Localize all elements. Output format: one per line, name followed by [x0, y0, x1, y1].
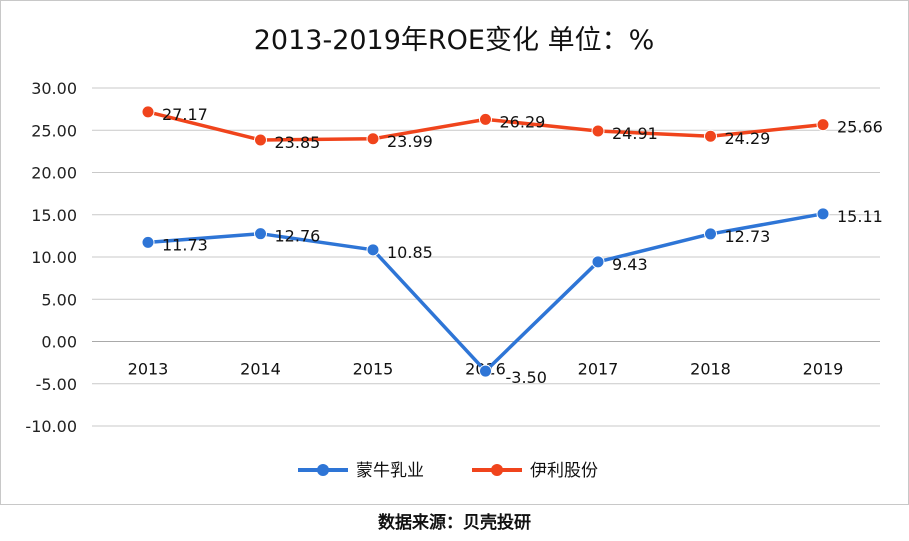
data-label: 23.85 — [275, 133, 321, 152]
data-point — [366, 243, 380, 257]
data-label: 15.11 — [837, 207, 883, 226]
data-label: 10.85 — [387, 243, 433, 262]
data-point — [141, 235, 155, 249]
x-tick-label: 2013 — [128, 360, 169, 379]
chart-title: 2013-2019年ROE变化 单位：% — [254, 25, 654, 56]
data-label: 9.43 — [612, 255, 648, 274]
y-tick-label: 30.00 — [31, 79, 77, 98]
data-point — [704, 227, 717, 241]
data-point — [479, 364, 492, 378]
data-label: 24.29 — [725, 129, 771, 148]
legend-label: 蒙牛乳业 — [356, 461, 424, 481]
x-tick-label: 2014 — [240, 360, 281, 379]
data-label: 11.73 — [162, 235, 208, 254]
data-label: 25.66 — [837, 118, 883, 137]
y-tick-label: 0.00 — [41, 333, 77, 352]
data-point — [816, 118, 830, 132]
x-tick-label: 2018 — [690, 360, 731, 379]
data-point — [591, 124, 605, 138]
data-label: 26.29 — [500, 112, 546, 131]
data-point — [366, 132, 380, 146]
x-tick-label: 2017 — [578, 360, 619, 379]
y-tick-label: 15.00 — [31, 206, 77, 225]
y-tick-label: 10.00 — [31, 248, 77, 267]
data-label: -3.50 — [506, 368, 547, 387]
data-label: 27.17 — [162, 105, 208, 124]
source-note: 数据来源：贝壳投研 — [378, 513, 531, 533]
data-point — [591, 255, 605, 269]
y-tick-label: 25.00 — [31, 121, 77, 140]
roe-line-chart: 2013-2019年ROE变化 单位：% 30.00 25.00 20.00 15.00… — [25, 25, 883, 481]
y-tick-label: 20.00 — [31, 164, 77, 183]
y-tick-label: -5.00 — [36, 375, 77, 394]
data-label: 12.76 — [275, 227, 321, 246]
data-label: 24.91 — [612, 124, 658, 143]
legend-label: 伊利股份 — [530, 461, 598, 481]
y-tick-label: 5.00 — [41, 290, 77, 309]
data-point — [254, 133, 267, 147]
x-tick-label: 2019 — [803, 360, 844, 379]
data-point — [816, 207, 830, 221]
legend-marker — [491, 464, 503, 476]
x-tick-label: 2015 — [353, 360, 394, 379]
data-label: 23.99 — [387, 132, 433, 151]
series-line-0 — [146, 212, 825, 373]
legend-marker — [317, 464, 329, 476]
data-point — [479, 112, 492, 126]
chart-frame — [0, 0, 909, 505]
y-tick-label: -10.00 — [25, 417, 77, 436]
data-point — [254, 227, 267, 241]
data-label: 12.73 — [725, 227, 771, 246]
data-point — [141, 105, 155, 119]
data-point — [704, 129, 717, 143]
